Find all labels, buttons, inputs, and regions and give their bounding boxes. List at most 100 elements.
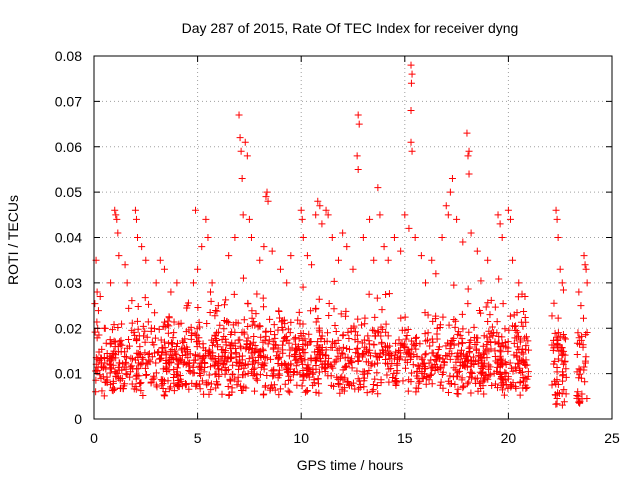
data-point <box>228 371 236 379</box>
data-point <box>122 365 130 373</box>
data-point <box>578 332 586 340</box>
data-point <box>244 323 252 331</box>
data-point <box>236 134 244 142</box>
data-point <box>514 360 522 368</box>
data-point <box>466 347 474 355</box>
data-point <box>292 362 300 370</box>
data-point <box>581 357 589 365</box>
data-point <box>96 371 104 379</box>
data-point <box>523 375 531 383</box>
data-point <box>173 279 181 287</box>
data-point <box>403 332 411 340</box>
data-point <box>457 352 465 360</box>
data-point <box>220 325 228 333</box>
data-point <box>479 362 487 370</box>
data-point <box>459 382 467 390</box>
data-point <box>262 328 270 336</box>
data-point <box>354 338 362 346</box>
data-point <box>393 378 401 386</box>
data-point <box>233 381 241 389</box>
data-point <box>203 319 211 327</box>
data-point <box>424 329 432 337</box>
data-point <box>473 338 481 346</box>
data-point <box>408 70 416 78</box>
data-point <box>401 356 409 364</box>
data-point <box>152 359 160 367</box>
data-point <box>268 247 276 255</box>
data-point <box>438 370 446 378</box>
data-point <box>144 318 152 326</box>
data-point <box>363 389 371 397</box>
data-point <box>504 373 512 381</box>
data-point <box>295 308 303 316</box>
data-point <box>349 379 357 387</box>
data-point <box>378 306 386 314</box>
data-point <box>197 366 205 374</box>
data-point <box>276 314 284 322</box>
data-point <box>108 351 116 359</box>
data-point <box>558 390 566 398</box>
data-point <box>247 349 255 357</box>
data-point <box>519 368 527 376</box>
data-point <box>308 261 316 269</box>
data-point <box>500 391 508 399</box>
data-point <box>264 197 272 205</box>
data-point <box>165 314 173 322</box>
data-point <box>236 342 244 350</box>
data-point <box>519 384 527 392</box>
data-point <box>113 215 121 223</box>
data-point <box>342 307 350 315</box>
data-point <box>330 305 338 313</box>
data-point <box>459 238 467 246</box>
data-point <box>312 305 320 313</box>
data-point <box>375 354 383 362</box>
data-point <box>467 357 475 365</box>
data-point <box>468 369 476 377</box>
data-point <box>206 288 214 296</box>
data-point <box>293 355 301 363</box>
data-point <box>377 323 385 331</box>
data-point <box>164 329 172 337</box>
data-point <box>202 215 210 223</box>
data-point <box>437 363 445 371</box>
data-point <box>574 329 582 337</box>
data-point <box>402 335 410 343</box>
data-point <box>553 339 561 347</box>
data-point <box>484 375 492 383</box>
data-point <box>276 353 284 361</box>
data-point <box>401 313 409 321</box>
data-point <box>100 392 108 400</box>
data-point <box>260 353 268 361</box>
data-point <box>491 338 499 346</box>
data-point <box>554 329 562 337</box>
data-point <box>463 363 471 371</box>
data-point <box>261 354 269 362</box>
data-point <box>208 341 216 349</box>
data-point <box>334 336 342 344</box>
data-point <box>379 346 387 354</box>
y-axis-label: ROTI / TECUs <box>5 195 21 285</box>
data-point <box>487 339 495 347</box>
data-point <box>96 292 104 300</box>
data-point <box>480 359 488 367</box>
data-point <box>241 371 249 379</box>
data-point <box>554 234 562 241</box>
data-point <box>426 342 434 350</box>
data-point <box>497 342 505 350</box>
data-point <box>232 350 240 358</box>
data-point <box>255 353 263 361</box>
data-point <box>167 288 175 296</box>
data-point <box>519 322 527 330</box>
data-point <box>415 379 423 387</box>
data-point <box>249 366 257 374</box>
data-point <box>561 351 569 359</box>
data-point <box>314 197 322 205</box>
data-point <box>368 360 376 368</box>
data-point <box>242 345 250 353</box>
data-point <box>167 339 175 347</box>
data-point <box>158 377 166 385</box>
data-point <box>323 329 331 337</box>
data-point <box>177 357 185 365</box>
data-point <box>459 339 467 347</box>
